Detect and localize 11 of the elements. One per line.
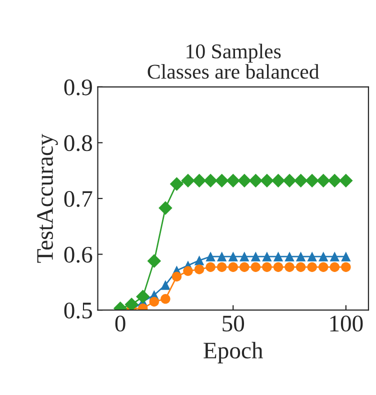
x-tick-label: 50 xyxy=(222,316,244,332)
y-tick-label: 0.5 xyxy=(64,302,92,319)
chart-title: 10 Samples Classes are balanced xyxy=(148,44,320,79)
x-axis-title: Epoch xyxy=(204,342,263,364)
x-tick-label: 0 xyxy=(115,316,126,332)
y-tick-label: 0.8 xyxy=(64,135,92,152)
y-tick-label: 0.6 xyxy=(64,246,92,263)
y-tick-label: 0.7 xyxy=(64,190,92,208)
y-tick-label: 0.9 xyxy=(64,79,92,96)
x-tick-label: 100 xyxy=(330,316,363,332)
y-axis-title: TestAccuracy xyxy=(37,134,58,263)
